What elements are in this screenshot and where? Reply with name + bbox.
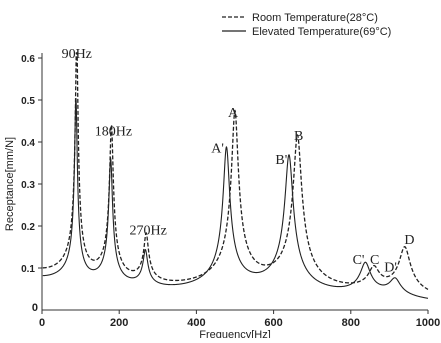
x-tick-label: 400 — [187, 317, 205, 329]
y-tick-label: 0.1 — [21, 264, 35, 275]
x-tick-label: 200 — [110, 317, 128, 329]
y-axis-title: Receptance[mm/N] — [4, 137, 16, 231]
peak-annotation: B' — [275, 153, 287, 168]
peak-annotation: 90Hz — [62, 47, 92, 62]
legend: Room Temperature(28°C) Elevated Temperatu… — [222, 12, 391, 38]
peak-annotation: C' — [353, 253, 365, 268]
peak-annotation: D — [404, 233, 414, 248]
series-group — [42, 52, 429, 299]
x-tick-label: 0 — [39, 317, 45, 329]
y-tick-label: 0.6 — [21, 54, 35, 65]
peak-annotation: A' — [211, 142, 224, 157]
axes: 0 200 400 600 800 1000 0 0.1 0.2 0.3 0.4 0.5 0.6 Freq… — [4, 53, 440, 341]
legend-entry: Room Temperature(28°C) — [252, 12, 378, 24]
x-tick-label: 600 — [264, 317, 282, 329]
y-tick-label: 0.3 — [21, 180, 35, 191]
x-axis-title: Frequency[Hz] — [199, 329, 271, 338]
y-tick-label: 0 — [32, 302, 38, 314]
y-tick-label: 0.5 — [21, 96, 35, 107]
y-tick-label: 0.4 — [21, 138, 35, 149]
peak-annotation: C — [370, 253, 379, 268]
peak-annotation: D' — [384, 260, 397, 275]
y-tick-label: 0.2 — [21, 222, 35, 233]
x-tick-label: 1000 — [416, 317, 440, 329]
series-elevated-temperature — [42, 98, 429, 299]
series-room-temperature — [42, 52, 429, 290]
x-tick-label: 800 — [342, 317, 360, 329]
peak-annotation: 270Hz — [129, 223, 166, 238]
peak-annotation: 180Hz — [95, 125, 132, 140]
annotations: 90Hz 180Hz 270Hz A' A B' B C' C D' D — [62, 47, 415, 275]
legend-entry: Elevated Temperature(69°C) — [252, 26, 391, 38]
peak-annotation: B — [294, 129, 303, 144]
peak-annotation: A — [228, 106, 239, 121]
